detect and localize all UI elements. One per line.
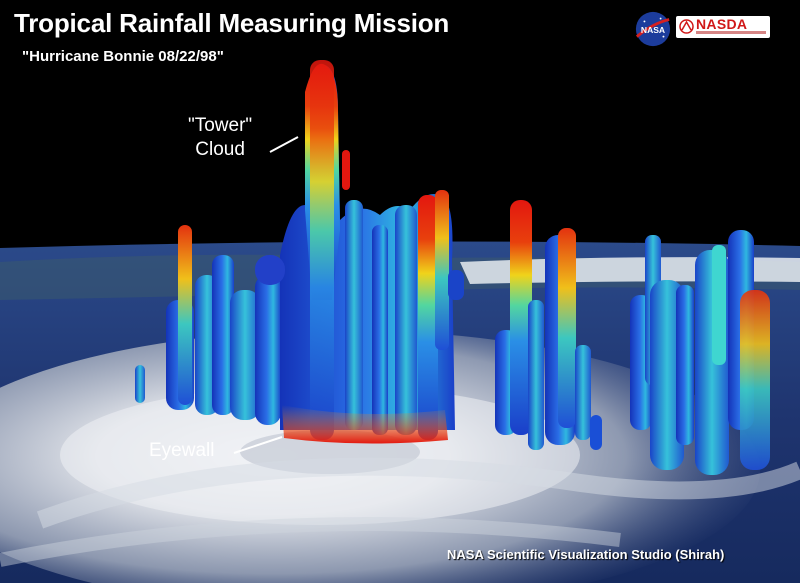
nasda-logo: NASDA: [676, 16, 770, 38]
nasda-logo-text: NASDA: [696, 16, 748, 32]
svg-text:NASA: NASA: [641, 25, 665, 35]
eyewall-pointer-line: [233, 436, 283, 454]
eyewall-label: Eyewall: [149, 440, 215, 461]
nasda-fine-print: [696, 31, 766, 34]
credit-text: NASA Scientific Visualization Studio (Sh…: [447, 547, 725, 562]
subtitle: "Hurricane Bonnie 08/22/98": [22, 48, 224, 65]
nasda-emblem-icon: [679, 19, 694, 34]
tower-label-line2: Cloud: [195, 139, 245, 160]
tower-cloud-label: "Tower" Cloud: [188, 114, 252, 162]
page-title: Tropical Rainfall Measuring Mission: [14, 8, 450, 38]
nasa-logo-icon: NASA: [635, 11, 671, 47]
tower-label-line1: "Tower": [188, 115, 253, 136]
tower-pointer-line: [269, 136, 299, 153]
